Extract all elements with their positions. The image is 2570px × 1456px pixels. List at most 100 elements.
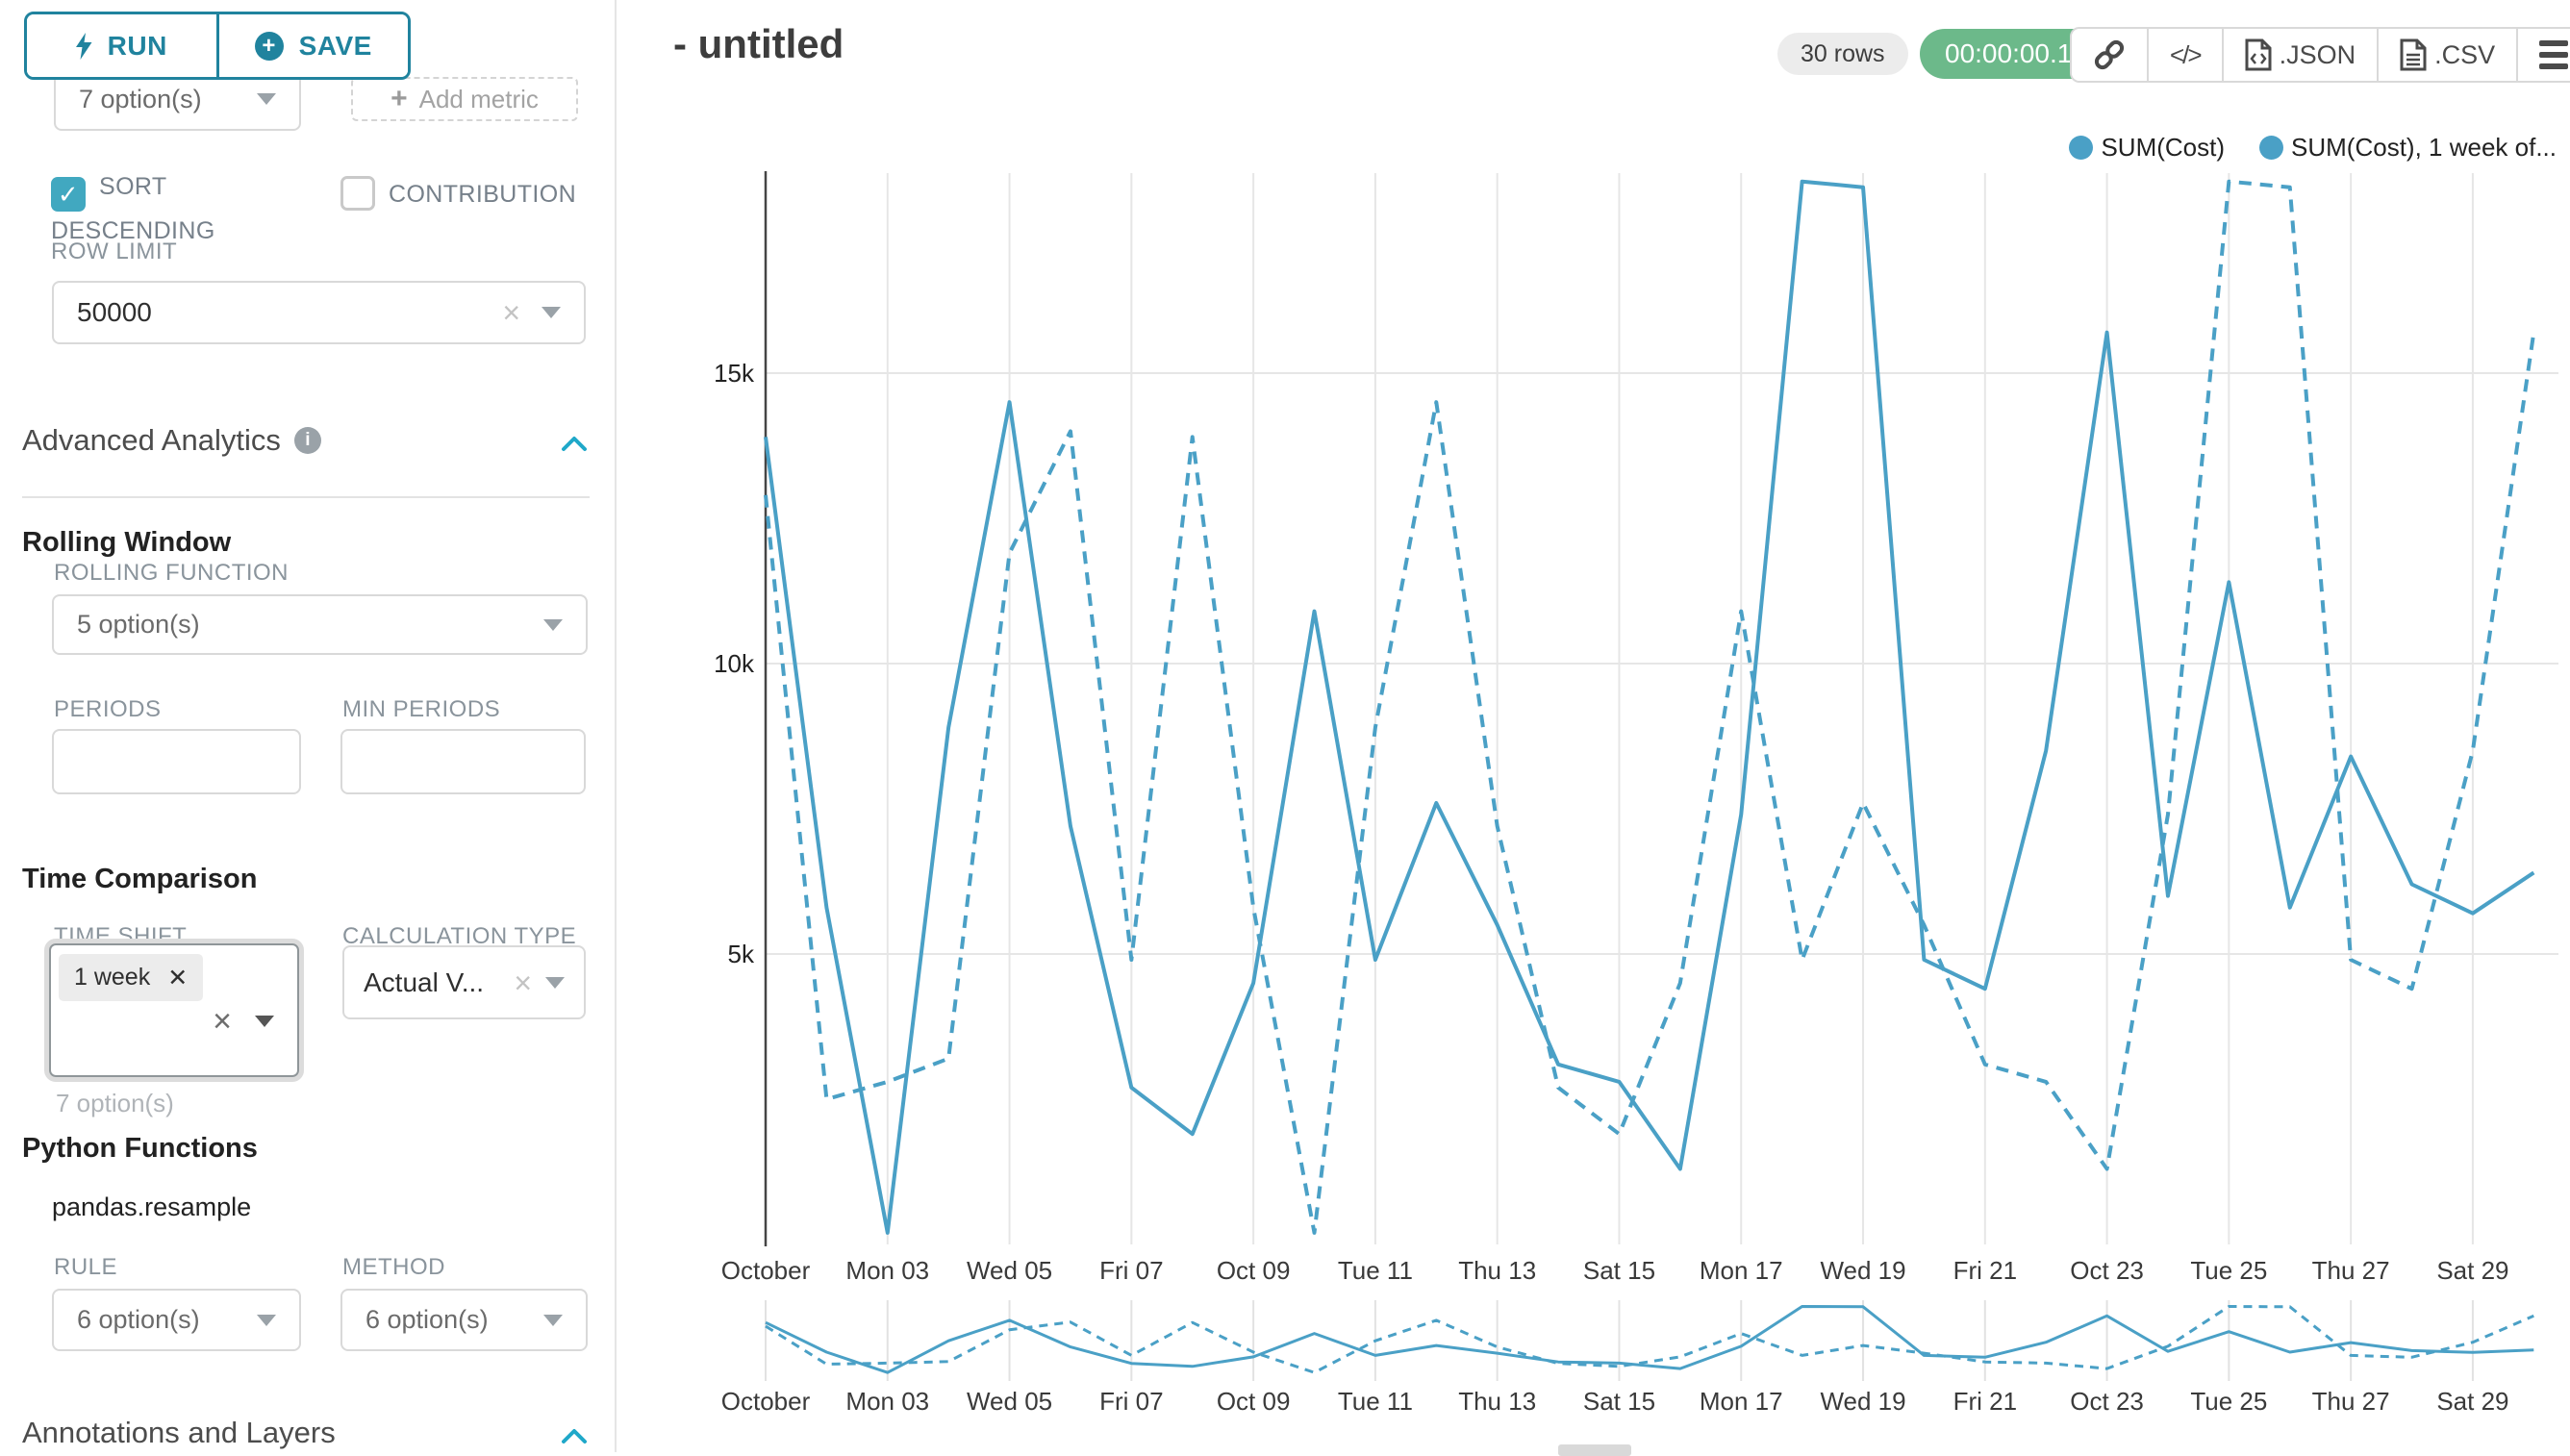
csv-button-label: .CSV — [2434, 39, 2496, 69]
line-chart-canvas: 15k 10k 5k October October Mon 03 Mon 03 Wed 05… — [714, 171, 2558, 1416]
python-functions-title: Python Functions — [22, 1133, 258, 1164]
chart-legend: SUM(Cost) SUM(Cost), 1 week of... — [2069, 133, 2557, 163]
x-axis-tick-label: Sat 29 — [2436, 1256, 2508, 1285]
mini-x-axis-tick-label: Oct 23 — [2070, 1387, 2144, 1416]
clear-icon[interactable]: × — [213, 1003, 232, 1040]
legend-item-sum-cost-offset[interactable]: SUM(Cost), 1 week of... — [2259, 133, 2557, 163]
row-limit-select[interactable]: 50000 × — [52, 281, 586, 344]
checkbox-checked-icon[interactable]: ✓ — [51, 177, 86, 212]
caret-down-icon — [543, 1314, 563, 1326]
caret-down-icon — [257, 93, 276, 105]
group-by-value: 7 option(s) — [79, 84, 202, 113]
series-line-0 — [764, 179, 2535, 1235]
annotations-header: Annotations and Layers — [22, 1416, 336, 1450]
calculation-type-select[interactable]: Actual V... × — [342, 945, 586, 1019]
tag-remove-icon[interactable]: ✕ — [167, 964, 189, 992]
run-button-label: RUN — [107, 30, 167, 61]
rule-label: RULE — [54, 1254, 118, 1280]
periods-label: PERIODS — [54, 696, 162, 722]
lightning-icon — [75, 32, 92, 60]
method-value: 6 option(s) — [365, 1305, 489, 1334]
x-axis-tick-label: Wed 19 — [1820, 1256, 1905, 1285]
sort-descending-label: SORT DESCENDING — [51, 173, 215, 244]
time-shift-tag: 1 week ✕ — [59, 954, 204, 1001]
info-icon: i — [293, 427, 321, 454]
x-axis-tick-label: Thu 13 — [1458, 1256, 1536, 1285]
code-icon: </> — [2170, 39, 2203, 69]
rolling-function-select[interactable]: 5 option(s) — [52, 594, 588, 655]
contribution-label: CONTRIBUTION — [389, 181, 577, 208]
row-limit-label: ROW LIMIT — [51, 238, 178, 264]
rule-select[interactable]: 6 option(s) — [52, 1289, 301, 1351]
time-comparison-title: Time Comparison — [22, 864, 258, 894]
method-select[interactable]: 6 option(s) — [340, 1289, 588, 1351]
clear-icon[interactable]: × — [502, 295, 520, 330]
chevron-up-icon[interactable] — [561, 1427, 588, 1444]
x-axis-tick-label: Thu 27 — [2312, 1256, 2390, 1285]
time-shift-select-inner: 1 week ✕ × — [49, 943, 299, 1077]
x-axis-tick-label: Tue 11 — [1338, 1256, 1413, 1285]
x-axis-tick-label: Wed 05 — [967, 1256, 1052, 1285]
hamburger-menu-icon — [2539, 40, 2569, 69]
mini-x-axis-tick-label: Tue 25 — [2190, 1387, 2267, 1416]
chart-menu-button[interactable] — [2518, 29, 2570, 81]
run-button[interactable]: RUN — [27, 14, 219, 77]
link-icon — [2094, 39, 2125, 70]
x-axis-tick-label: Fri 07 — [1099, 1256, 1163, 1285]
mini-x-axis-tick-label: Fri 07 — [1099, 1387, 1163, 1416]
embed-code-button[interactable]: </> — [2149, 29, 2224, 81]
min-periods-label: MIN PERIODS — [342, 696, 501, 722]
mini-x-axis-tick-label: Tue 11 — [1338, 1387, 1413, 1416]
legend-item-sum-cost[interactable]: SUM(Cost) — [2069, 133, 2225, 163]
mini-x-axis-tick-label: Oct 09 — [1217, 1387, 1291, 1416]
json-button-label: .JSON — [2279, 39, 2356, 69]
mini-x-axis-tick-label: Sat 15 — [1583, 1387, 1655, 1416]
mini-x-axis-tick-label: Fri 21 — [1953, 1387, 2017, 1416]
export-json-button[interactable]: .JSON — [2223, 29, 2380, 81]
caret-down-icon — [542, 307, 561, 318]
method-label: METHOD — [342, 1254, 445, 1280]
control-panel-sidebar: RUN + SAVE 7 option(s) + Add metric ✓ SOR… — [0, 0, 615, 1452]
contribution-checkbox-row[interactable]: CONTRIBUTION — [340, 175, 610, 213]
mini-series-line-0 — [765, 1305, 2534, 1374]
circle-plus-icon: + — [254, 31, 284, 61]
add-metric-label: Add metric — [418, 84, 539, 113]
time-shift-tag-value: 1 week — [74, 964, 151, 991]
csv-file-icon — [2400, 38, 2427, 71]
periods-input[interactable] — [52, 729, 301, 794]
mini-x-axis-tick-label: Thu 13 — [1458, 1387, 1536, 1416]
x-axis-tick-label: Fri 21 — [1953, 1256, 2017, 1285]
rule-value: 6 option(s) — [77, 1305, 200, 1334]
caret-down-icon — [543, 618, 563, 631]
checkbox-empty-icon[interactable] — [340, 176, 375, 211]
clear-icon[interactable]: × — [514, 965, 532, 1000]
rolling-function-label: ROLLING FUNCTION — [54, 560, 290, 586]
legend-label: SUM(Cost) — [2101, 133, 2226, 162]
results-drag-handle[interactable] — [1558, 1444, 1631, 1456]
row-limit-value: 50000 — [77, 297, 152, 327]
x-axis-tick-label: October — [721, 1256, 811, 1285]
x-axis-tick-label: Mon 17 — [1700, 1256, 1783, 1285]
annotations-title: Annotations and Layers — [22, 1416, 336, 1449]
copy-link-button[interactable] — [2072, 29, 2149, 81]
add-metric-button[interactable]: + Add metric — [351, 77, 578, 121]
x-axis-tick-label: Mon 03 — [845, 1256, 929, 1285]
chevron-up-icon[interactable] — [561, 435, 588, 452]
mini-x-axis-tick-label: Sat 29 — [2436, 1387, 2508, 1416]
time-shift-select[interactable]: 1 week ✕ × — [44, 939, 304, 1082]
mini-x-axis-tick-label: October — [721, 1387, 811, 1416]
caret-down-icon — [257, 1314, 276, 1326]
mini-x-axis-tick-label: Wed 19 — [1820, 1387, 1905, 1416]
min-periods-input[interactable] — [340, 729, 586, 794]
panel-divider — [615, 0, 617, 1452]
y-axis-tick-label: 10k — [714, 649, 755, 678]
save-button[interactable]: + SAVE — [218, 14, 408, 77]
row-count-badge: 30 rows — [1777, 33, 1908, 75]
chart-panel: - untitled 30 rows 00:00:00.15 </> .JSON — [617, 0, 2570, 1456]
mini-x-axis-tick-label: Thu 27 — [2312, 1387, 2390, 1416]
sort-descending-checkbox-row[interactable]: ✓ SORT DESCENDING — [51, 167, 282, 250]
legend-dot-icon — [2259, 136, 2284, 160]
save-button-label: SAVE — [298, 30, 372, 61]
calculation-type-label: CALCULATION TYPE — [342, 923, 577, 949]
export-csv-button[interactable]: .CSV — [2379, 29, 2519, 81]
